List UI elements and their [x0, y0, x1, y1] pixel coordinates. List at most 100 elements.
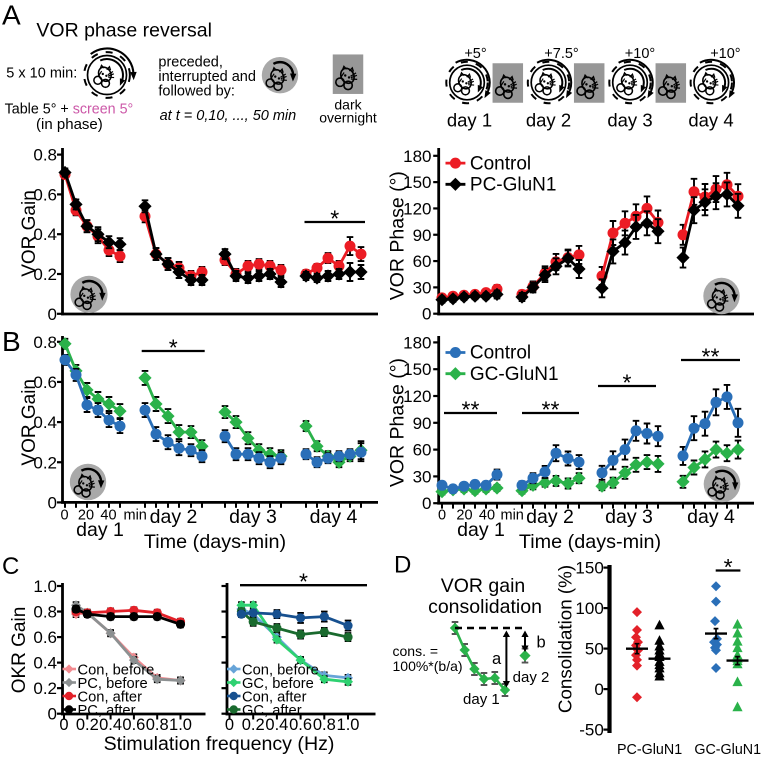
- svg-text:0.2: 0.2: [76, 716, 99, 734]
- svg-text:**: **: [542, 397, 560, 423]
- svg-text:0.2: 0.2: [242, 716, 265, 734]
- svg-text:Time (days-min): Time (days-min): [144, 531, 286, 553]
- svg-text:0.4: 0.4: [33, 225, 57, 244]
- svg-text:dark: dark: [334, 96, 362, 112]
- svg-text:*: *: [724, 554, 733, 580]
- svg-text:B: B: [2, 326, 21, 357]
- svg-text:1.0: 1.0: [169, 716, 192, 734]
- svg-text:day 3: day 3: [607, 110, 652, 131]
- svg-text:VOR Phase (°): VOR Phase (°): [387, 171, 409, 300]
- svg-text:min: min: [124, 508, 147, 524]
- svg-text:D: D: [394, 552, 411, 579]
- svg-text:VOR Gain: VOR Gain: [19, 379, 40, 466]
- svg-text:100%*(b/a): 100%*(b/a): [393, 658, 463, 674]
- svg-text:Table 5° + screen 5°: Table 5° + screen 5°: [5, 101, 134, 117]
- svg-text:b: b: [537, 634, 546, 652]
- svg-text:0: 0: [48, 705, 57, 724]
- svg-text:Con, after: Con, after: [242, 689, 307, 705]
- svg-text:1.0: 1.0: [33, 577, 57, 596]
- svg-text:preceded,: preceded,: [158, 55, 223, 71]
- svg-text:day 4: day 4: [310, 506, 358, 528]
- svg-text:day 1: day 1: [447, 110, 492, 131]
- svg-text:Control: Control: [470, 153, 531, 174]
- svg-text:GC, after: GC, after: [242, 703, 302, 719]
- svg-text:0.8: 0.8: [33, 333, 57, 352]
- svg-text:0.2: 0.2: [33, 265, 57, 284]
- svg-text:0: 0: [59, 716, 68, 734]
- svg-text:Control: Control: [470, 343, 531, 364]
- svg-text:PC, before: PC, before: [78, 676, 148, 692]
- svg-text:consolidation: consolidation: [428, 596, 542, 618]
- svg-text:0: 0: [422, 494, 431, 513]
- svg-text:30: 30: [413, 467, 432, 486]
- svg-text:day 1: day 1: [463, 691, 500, 708]
- svg-text:0: 0: [225, 716, 234, 734]
- svg-text:*: *: [330, 206, 339, 232]
- svg-text:**: **: [702, 344, 720, 370]
- svg-text:interrupted and: interrupted and: [158, 69, 256, 85]
- svg-text:overnight: overnight: [319, 110, 377, 126]
- svg-text:60: 60: [413, 441, 432, 460]
- svg-text:0: 0: [60, 508, 68, 524]
- svg-text:+7.5°: +7.5°: [544, 46, 578, 62]
- svg-text:GC-GluN1: GC-GluN1: [694, 742, 761, 758]
- svg-text:0.6: 0.6: [33, 373, 57, 392]
- svg-text:day 4: day 4: [687, 506, 735, 528]
- svg-text:100: 100: [575, 599, 603, 618]
- svg-text:A: A: [2, 0, 21, 31]
- svg-text:day 1: day 1: [76, 519, 124, 541]
- svg-text:0: 0: [594, 680, 603, 699]
- svg-text:GC, before: GC, before: [242, 676, 314, 692]
- svg-text:**: **: [462, 397, 480, 423]
- svg-text:0.4: 0.4: [265, 716, 288, 734]
- svg-text:0: 0: [438, 508, 446, 524]
- svg-text:at t = 0,10, ..., 50 min: at t = 0,10, ..., 50 min: [160, 108, 297, 124]
- svg-text:day 1: day 1: [457, 519, 505, 541]
- svg-text:PC-GluN1: PC-GluN1: [617, 742, 682, 758]
- svg-text:-50: -50: [579, 721, 604, 740]
- svg-text:0.6: 0.6: [122, 716, 145, 734]
- svg-text:180: 180: [403, 147, 431, 166]
- svg-text:0.4: 0.4: [33, 654, 57, 673]
- svg-text:PC, after: PC, after: [78, 703, 136, 719]
- svg-text:0.6: 0.6: [33, 185, 57, 204]
- svg-text:40: 40: [100, 508, 116, 524]
- svg-text:0.4: 0.4: [99, 716, 122, 734]
- svg-text:30: 30: [413, 278, 432, 297]
- svg-text:0.8: 0.8: [146, 716, 169, 734]
- svg-text:day 2: day 2: [526, 110, 571, 131]
- svg-text:Con, before: Con, before: [78, 662, 155, 678]
- svg-text:GC-GluN1: GC-GluN1: [470, 364, 559, 385]
- svg-text:90: 90: [413, 226, 432, 245]
- svg-text:day 4: day 4: [688, 110, 733, 131]
- svg-text:day 3: day 3: [605, 506, 653, 528]
- svg-text:150: 150: [403, 173, 431, 192]
- svg-text:0.4: 0.4: [33, 413, 57, 432]
- svg-text:0.2: 0.2: [33, 679, 57, 698]
- svg-text:0.8: 0.8: [33, 146, 57, 165]
- svg-text:Con, after: Con, after: [78, 689, 143, 705]
- svg-text:150: 150: [403, 360, 431, 379]
- svg-text:VOR Gain: VOR Gain: [19, 190, 40, 277]
- svg-text:day 2: day 2: [150, 506, 198, 528]
- svg-text:0.2: 0.2: [33, 453, 57, 472]
- svg-text:60: 60: [413, 252, 432, 271]
- svg-text:120: 120: [403, 199, 431, 218]
- svg-text:*: *: [299, 569, 308, 595]
- svg-text:OKR Gain: OKR Gain: [9, 607, 30, 694]
- svg-text:+10°: +10°: [625, 46, 655, 62]
- svg-text:day 2: day 2: [526, 506, 574, 528]
- svg-text:VOR phase reversal: VOR phase reversal: [36, 20, 212, 42]
- svg-text:PC-GluN1: PC-GluN1: [470, 175, 557, 196]
- svg-text:Con, before: Con, before: [242, 662, 319, 678]
- svg-text:90: 90: [413, 414, 432, 433]
- svg-text:180: 180: [403, 333, 431, 352]
- svg-text:VOR Phase (°): VOR Phase (°): [387, 358, 409, 487]
- svg-text:50: 50: [585, 640, 604, 659]
- svg-text:*: *: [169, 335, 178, 361]
- svg-text:120: 120: [403, 387, 431, 406]
- svg-text:followed by:: followed by:: [158, 83, 235, 99]
- svg-text:20: 20: [456, 508, 472, 524]
- svg-text:Time (days-min): Time (days-min): [519, 531, 661, 553]
- svg-text:cons. =: cons. =: [393, 643, 439, 659]
